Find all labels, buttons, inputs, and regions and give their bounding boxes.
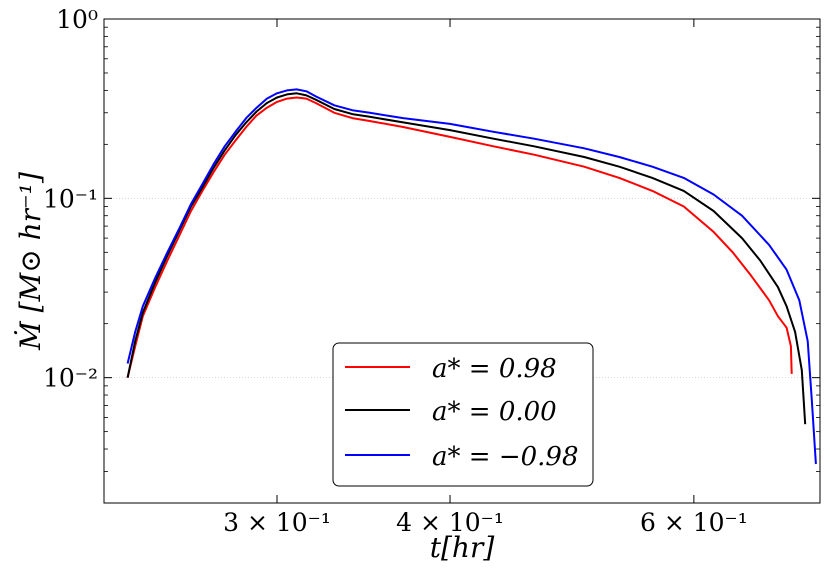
x-tick-label-2: 6 × 10⁻¹ [640, 508, 748, 537]
legend-label-blue: a* = −0.98 [432, 442, 579, 472]
axis-ticks: 10⁻² 10⁻¹ 10⁰ 3 × 10⁻¹ 4 × 10⁻¹ 6 × 10⁻¹ [43, 5, 820, 537]
series-line-0 [126, 96, 793, 378]
x-axis-label: t[hr] [430, 531, 495, 564]
y-tick-label-0: 10⁻² [43, 364, 98, 393]
y-axis-label: Ṁ [M⊙ hr⁻¹] [14, 172, 47, 351]
x-tick-label-1: 4 × 10⁻¹ [396, 508, 504, 537]
x-tick-label-0: 3 × 10⁻¹ [223, 508, 331, 537]
legend-label-black: a* = 0.00 [432, 397, 557, 427]
legend: a* = 0.98 a* = 0.00 a* = −0.98 [332, 342, 594, 487]
legend-box [332, 342, 594, 487]
series-line-2 [126, 88, 817, 465]
y-tick-label-2: 10⁰ [56, 5, 98, 34]
series-group [126, 88, 817, 465]
series-line-1 [126, 92, 807, 425]
legend-label-red: a* = 0.98 [432, 354, 557, 384]
y-tick-label-1: 10⁻¹ [43, 184, 98, 213]
